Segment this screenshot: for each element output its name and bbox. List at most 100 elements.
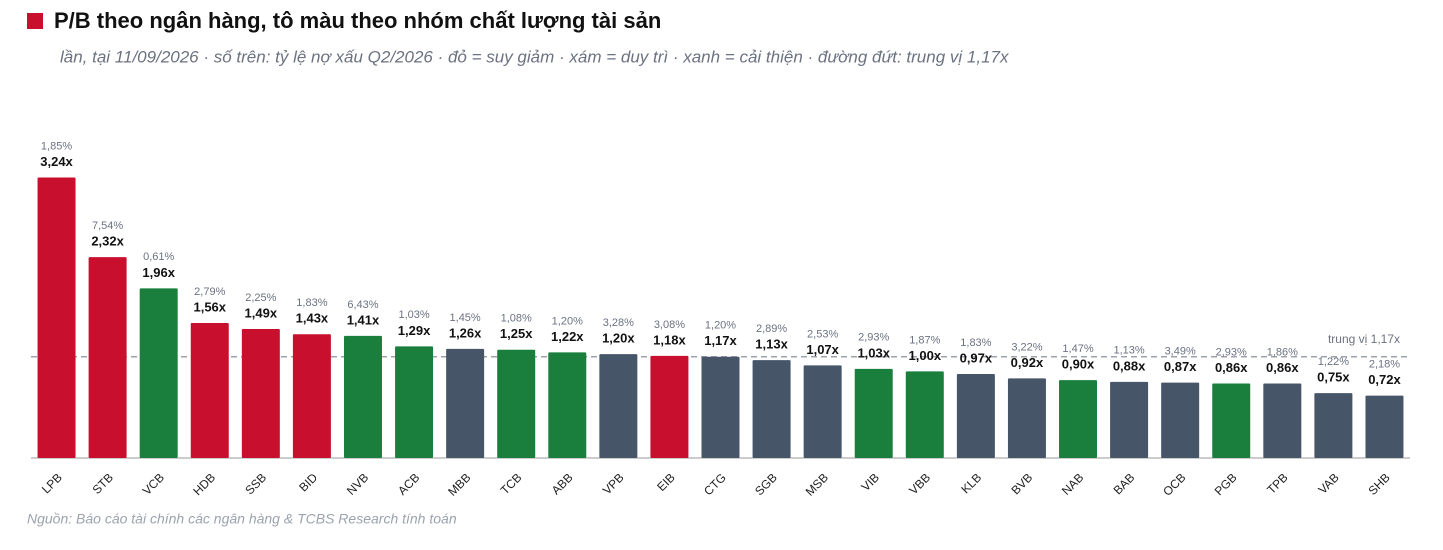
x-tick-label: LPB: [39, 470, 65, 496]
x-tick-label: CTG: [701, 470, 729, 498]
value-label: 1,07x: [806, 342, 839, 357]
npl-label: 3,28%: [603, 317, 634, 329]
npl-label: 2,93%: [858, 332, 889, 344]
value-label: 1,29x: [398, 323, 431, 338]
bar: [190, 322, 229, 458]
value-label: 0,92x: [1011, 355, 1044, 370]
value-label: 1,56x: [193, 299, 226, 314]
bar: [650, 355, 689, 458]
x-tick-label: VCB: [140, 470, 167, 497]
bar: [139, 288, 178, 458]
npl-label: 6,43%: [347, 299, 378, 311]
x-tick-label: ABB: [549, 470, 576, 497]
npl-label: 2,79%: [194, 286, 225, 298]
x-tick-label: TPB: [1264, 470, 1290, 496]
bar: [395, 346, 434, 458]
bar: [701, 356, 740, 458]
bar: [1007, 378, 1046, 458]
title-marker: [27, 13, 43, 29]
bar: [1263, 383, 1302, 458]
npl-label: 3,49%: [1165, 346, 1196, 358]
value-label: 2,32x: [91, 234, 124, 249]
value-label: 0,87x: [1164, 359, 1197, 374]
npl-label: 1,03%: [398, 309, 429, 321]
bar: [446, 348, 485, 458]
value-label: 1,18x: [653, 332, 686, 347]
bar: [548, 352, 587, 458]
npl-label: 3,08%: [654, 319, 685, 331]
x-tick-label: OCB: [1160, 470, 1188, 498]
npl-label: 2,53%: [807, 328, 838, 340]
chart-subtitle: lần, tại 11/09/2026 · số trên: tỷ lệ nợ …: [60, 47, 1009, 66]
bar: [343, 335, 382, 458]
value-label: 1,41x: [347, 312, 380, 327]
x-tick-label: VBB: [906, 470, 933, 497]
value-label: 0,86x: [1266, 360, 1299, 375]
x-tick-label: MBB: [445, 470, 473, 498]
bar: [1110, 381, 1149, 458]
npl-label: 1,86%: [1267, 346, 1298, 358]
x-tick-label: STB: [90, 470, 116, 496]
bar: [854, 368, 893, 458]
bar: [1212, 383, 1251, 458]
value-label: 1,00x: [909, 348, 942, 363]
value-label: 0,90x: [1062, 357, 1095, 372]
value-label: 0,86x: [1215, 360, 1248, 375]
npl-label: 1,22%: [1318, 356, 1349, 368]
bar: [803, 365, 842, 458]
npl-label: 1,85%: [41, 140, 72, 152]
npl-label: 3,22%: [1011, 341, 1042, 353]
value-label: 0,88x: [1113, 358, 1146, 373]
bar: [1365, 395, 1404, 458]
bar: [497, 349, 536, 458]
x-tick-label: VAB: [1316, 470, 1342, 496]
median-label: trung vị 1,17x: [1328, 332, 1400, 346]
value-label: 1,96x: [142, 265, 175, 280]
bar: [1161, 382, 1200, 458]
x-tick-label: PGB: [1212, 470, 1240, 498]
x-tick-label: NVB: [344, 470, 371, 497]
value-label: 3,24x: [40, 154, 73, 169]
npl-label: 2,18%: [1369, 359, 1400, 371]
x-tick-label: HDB: [190, 470, 218, 498]
x-tick-label: MSB: [803, 470, 831, 498]
npl-label: 7,54%: [92, 220, 123, 232]
value-label: 0,72x: [1368, 372, 1401, 387]
value-label: 1,20x: [602, 331, 635, 346]
x-tick-label: ACB: [395, 470, 422, 497]
x-tick-label: SSB: [242, 470, 269, 497]
value-label: 0,75x: [1317, 370, 1350, 385]
x-tick-label: BVB: [1008, 470, 1035, 497]
value-label: 1,25x: [500, 326, 533, 341]
x-tick-label: BID: [296, 470, 320, 494]
value-label: 1,13x: [755, 337, 788, 352]
source-note: Nguồn: Báo cáo tài chính các ngân hàng &…: [27, 511, 457, 527]
x-tick-label: BAB: [1111, 470, 1138, 497]
bar: [1314, 393, 1353, 458]
npl-label: 1,20%: [552, 315, 583, 327]
npl-label: 1,47%: [1062, 343, 1093, 355]
x-tick-label: SHB: [1365, 470, 1392, 497]
value-label: 0,97x: [960, 350, 993, 365]
value-label: 1,43x: [296, 311, 329, 326]
value-label: 1,22x: [551, 329, 584, 344]
bar: [1059, 380, 1098, 458]
bar: [37, 177, 76, 458]
x-tick-label: SGB: [752, 470, 780, 498]
chart-title: P/B theo ngân hàng, tô màu theo nhóm chấ…: [54, 8, 661, 33]
npl-label: 2,89%: [756, 323, 787, 335]
x-tick-label: TCB: [498, 470, 525, 497]
npl-label: 1,83%: [296, 297, 327, 309]
npl-label: 1,13%: [1113, 345, 1144, 357]
x-tick-label: EIB: [654, 470, 678, 494]
npl-label: 1,08%: [501, 313, 532, 325]
value-label: 1,26x: [449, 325, 482, 340]
bar: [241, 329, 280, 458]
x-tick-label: VIB: [859, 470, 883, 494]
value-label: 1,17x: [704, 333, 737, 348]
x-tick-label: NAB: [1059, 470, 1086, 497]
bar: [752, 360, 791, 458]
npl-label: 0,61%: [143, 251, 174, 263]
